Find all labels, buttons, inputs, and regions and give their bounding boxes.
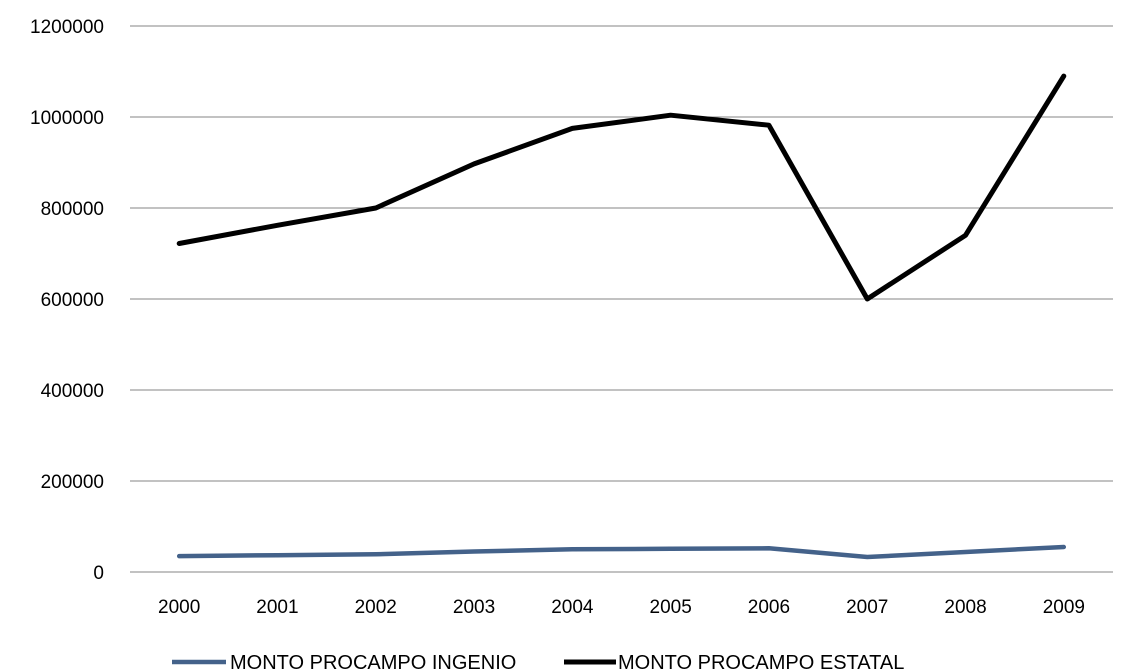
gridlines xyxy=(130,25,1113,573)
series-lines xyxy=(176,73,1067,560)
y-axis-ticks: 0 200000 400000 600000 800000 1000000 1200000 xyxy=(30,17,104,584)
series-line-1 xyxy=(176,544,1067,560)
x-tick-label: 2008 xyxy=(944,597,986,618)
x-tick-label: 2004 xyxy=(551,597,594,618)
x-tick-label: 2002 xyxy=(355,597,397,618)
y-tick-label: 1200000 xyxy=(30,17,104,38)
y-tick-label: 0 xyxy=(93,563,104,584)
x-tick-label: 2001 xyxy=(256,597,298,618)
x-tick-label: 2006 xyxy=(748,597,790,618)
x-tick-label: 2005 xyxy=(650,597,692,618)
series-line-2 xyxy=(176,73,1067,302)
legend: MONTO PROCAMPO INGENIO MONTO PROCAMPO EST… xyxy=(172,652,904,671)
x-tick-label: 2000 xyxy=(158,597,200,618)
legend-label-1: MONTO PROCAMPO INGENIO xyxy=(230,652,516,671)
x-tick-label: 2003 xyxy=(453,597,495,618)
y-tick-label: 800000 xyxy=(41,199,104,220)
y-tick-label: 600000 xyxy=(41,290,104,311)
y-tick-label: 200000 xyxy=(41,472,104,493)
x-tick-label: 2007 xyxy=(846,597,888,618)
y-tick-label: 1000000 xyxy=(30,108,104,129)
y-tick-label: 400000 xyxy=(41,381,104,402)
x-axis-ticks: 2000 2001 2002 2003 2004 2005 2006 2007 2008 2009 xyxy=(158,597,1085,618)
legend-label-2: MONTO PROCAMPO ESTATAL xyxy=(618,652,904,671)
x-tick-label: 2009 xyxy=(1043,597,1085,618)
